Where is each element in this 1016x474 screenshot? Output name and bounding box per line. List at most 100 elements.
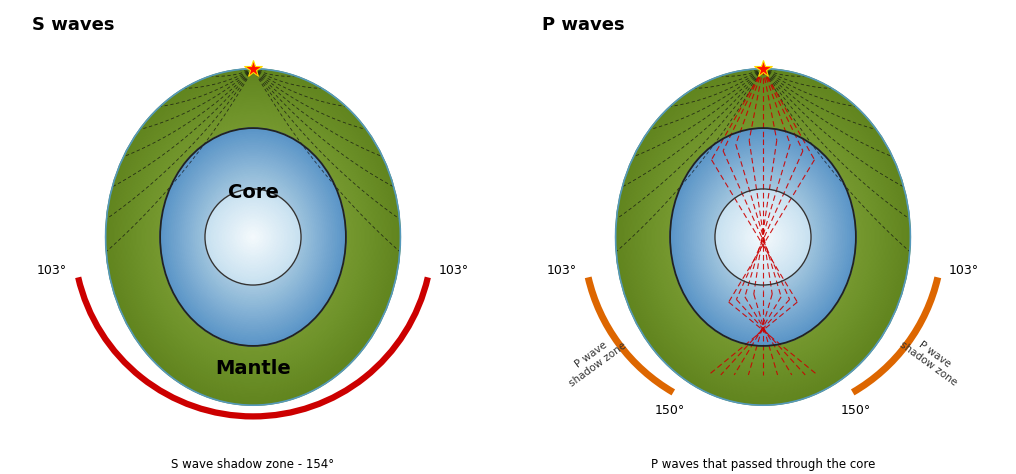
Circle shape <box>225 208 281 266</box>
Ellipse shape <box>623 77 903 397</box>
Circle shape <box>217 202 289 272</box>
Text: P wave
shadow zone: P wave shadow zone <box>897 331 965 388</box>
Ellipse shape <box>650 108 876 366</box>
Ellipse shape <box>165 136 341 338</box>
Ellipse shape <box>248 230 259 244</box>
Ellipse shape <box>757 230 768 244</box>
Ellipse shape <box>140 108 366 366</box>
Ellipse shape <box>164 132 342 342</box>
Circle shape <box>742 216 783 258</box>
Ellipse shape <box>125 91 381 383</box>
Ellipse shape <box>682 145 844 329</box>
Ellipse shape <box>732 200 795 274</box>
Ellipse shape <box>657 117 869 357</box>
Ellipse shape <box>714 181 812 293</box>
Ellipse shape <box>113 77 393 397</box>
Ellipse shape <box>714 181 812 293</box>
Ellipse shape <box>161 128 345 346</box>
Circle shape <box>208 192 298 282</box>
Circle shape <box>209 194 297 280</box>
Ellipse shape <box>248 231 258 243</box>
Ellipse shape <box>194 170 312 304</box>
Ellipse shape <box>157 128 348 346</box>
Circle shape <box>719 194 807 280</box>
Ellipse shape <box>729 198 797 276</box>
Ellipse shape <box>206 184 300 290</box>
Ellipse shape <box>689 150 837 324</box>
Ellipse shape <box>251 235 255 239</box>
Ellipse shape <box>246 228 260 246</box>
Ellipse shape <box>674 132 852 342</box>
Ellipse shape <box>243 226 263 248</box>
Ellipse shape <box>184 158 322 316</box>
Ellipse shape <box>196 173 310 301</box>
Ellipse shape <box>229 209 277 265</box>
Ellipse shape <box>182 155 324 319</box>
Ellipse shape <box>702 167 824 307</box>
Ellipse shape <box>718 185 808 289</box>
Circle shape <box>205 189 301 285</box>
Ellipse shape <box>186 159 320 315</box>
Circle shape <box>757 230 769 244</box>
Ellipse shape <box>748 219 778 255</box>
Ellipse shape <box>747 218 779 256</box>
Ellipse shape <box>231 211 275 263</box>
Circle shape <box>729 203 797 271</box>
Circle shape <box>245 229 261 245</box>
Ellipse shape <box>199 174 307 300</box>
Ellipse shape <box>750 222 776 252</box>
Ellipse shape <box>183 154 324 320</box>
Ellipse shape <box>618 72 908 402</box>
Ellipse shape <box>743 213 783 261</box>
Circle shape <box>736 210 790 264</box>
Ellipse shape <box>123 89 383 385</box>
Ellipse shape <box>680 142 846 332</box>
Ellipse shape <box>242 224 264 250</box>
Ellipse shape <box>106 69 400 405</box>
Ellipse shape <box>187 161 319 313</box>
Ellipse shape <box>662 122 864 352</box>
Ellipse shape <box>120 86 386 388</box>
Ellipse shape <box>214 191 292 283</box>
Circle shape <box>721 195 805 279</box>
Text: 150°: 150° <box>841 403 871 417</box>
Ellipse shape <box>238 219 268 255</box>
Ellipse shape <box>728 198 798 276</box>
Circle shape <box>716 191 810 283</box>
Ellipse shape <box>723 192 803 282</box>
Text: Core: Core <box>228 182 278 201</box>
Circle shape <box>715 189 811 285</box>
Ellipse shape <box>633 89 893 385</box>
Circle shape <box>211 195 295 279</box>
Circle shape <box>229 213 277 261</box>
Ellipse shape <box>756 228 770 246</box>
Ellipse shape <box>149 119 357 355</box>
Ellipse shape <box>697 161 829 313</box>
Ellipse shape <box>748 220 777 254</box>
Circle shape <box>750 224 776 250</box>
Ellipse shape <box>696 159 830 315</box>
Ellipse shape <box>175 146 331 328</box>
Circle shape <box>749 223 777 251</box>
Ellipse shape <box>652 111 874 363</box>
Ellipse shape <box>687 150 839 324</box>
Ellipse shape <box>628 83 898 391</box>
Ellipse shape <box>204 181 302 293</box>
Ellipse shape <box>224 202 282 272</box>
Ellipse shape <box>180 153 327 321</box>
Circle shape <box>733 207 793 267</box>
Circle shape <box>213 197 293 277</box>
Circle shape <box>248 232 258 242</box>
Ellipse shape <box>241 223 265 251</box>
Circle shape <box>752 226 774 248</box>
Ellipse shape <box>108 72 398 402</box>
Ellipse shape <box>761 234 765 240</box>
Ellipse shape <box>221 200 284 274</box>
Ellipse shape <box>163 133 343 341</box>
Text: Mantle: Mantle <box>215 359 291 378</box>
Ellipse shape <box>671 128 855 346</box>
Ellipse shape <box>736 206 790 268</box>
Circle shape <box>226 210 280 264</box>
Ellipse shape <box>192 167 314 307</box>
Ellipse shape <box>197 172 309 302</box>
